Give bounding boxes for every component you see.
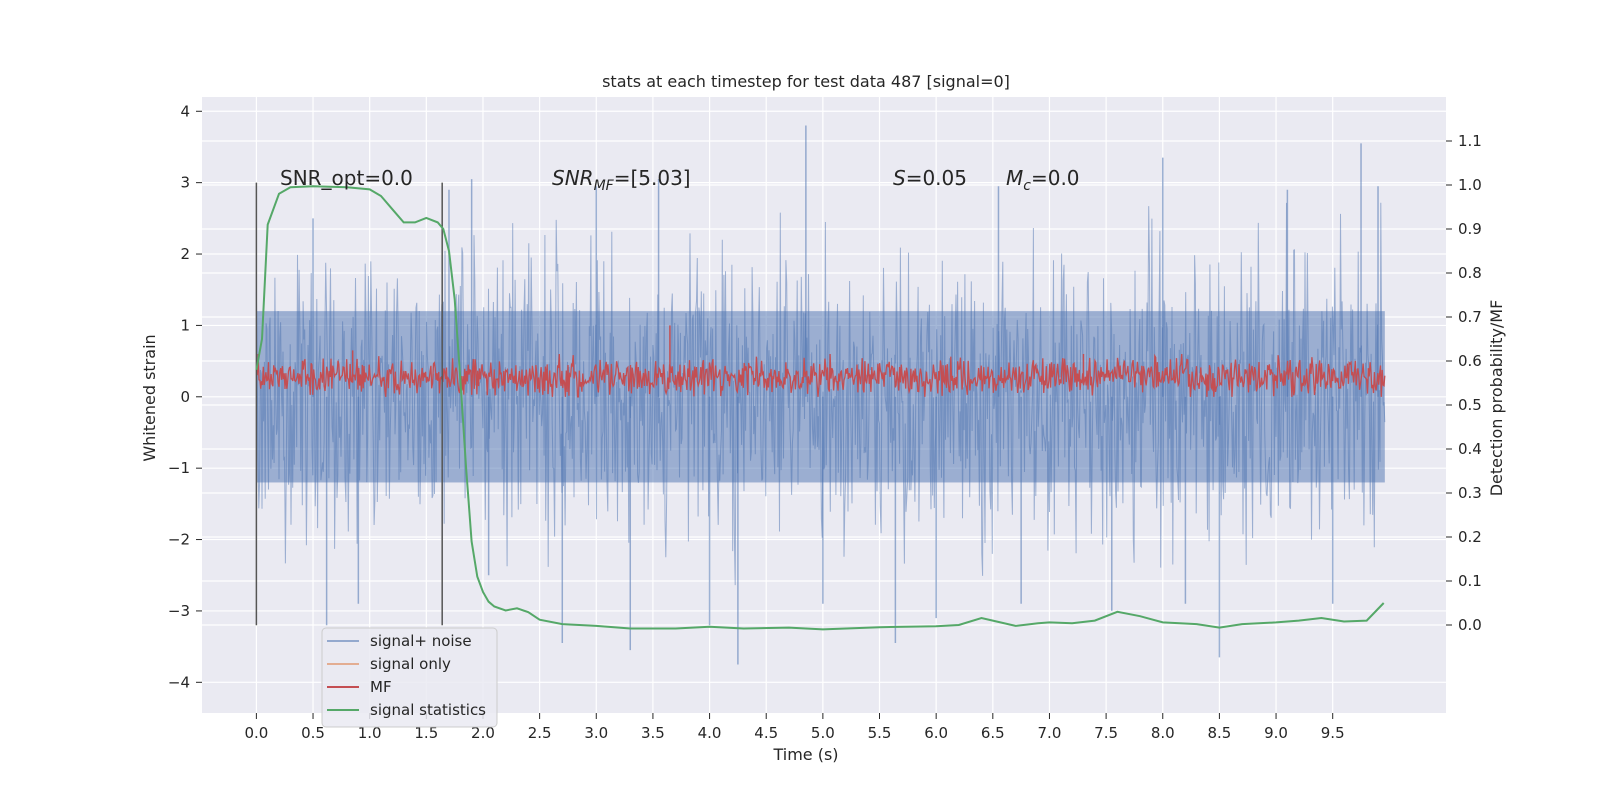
y-right-tick-label: 0.9 (1458, 220, 1482, 238)
y-tick-label: −1 (168, 459, 190, 477)
series-signal-statistics (255, 185, 1385, 631)
x-tick-label: 6.0 (924, 724, 948, 742)
y-tick-label: 1 (180, 316, 190, 334)
y-right-tick-label: 0.5 (1458, 396, 1482, 414)
y-tick-label: 2 (180, 245, 190, 263)
series-signal-noise (255, 125, 1386, 665)
x-tick-label: 9.0 (1264, 724, 1288, 742)
mf-trace (255, 353, 1386, 398)
x-tick-label: 8.0 (1151, 724, 1175, 742)
x-tick-label: 3.0 (584, 724, 608, 742)
legend-label-signal-only: signal only (370, 655, 451, 673)
noise-trace (255, 202, 1386, 586)
x-tick-label: 0.0 (244, 724, 268, 742)
y-tick-label: −3 (168, 602, 190, 620)
y-tick-label: 3 (180, 174, 190, 192)
x-tick-label: 3.5 (641, 724, 665, 742)
x-tick-label: 8.5 (1207, 724, 1231, 742)
x-axis-label: Time (s) (772, 745, 838, 764)
x-tick-label: 9.5 (1321, 724, 1345, 742)
series-mf (255, 325, 1386, 398)
x-axis-ticks: 0.0 0.5 1.0 1.5 2.0 2.5 3.0 3.5 4.0 4.5 5.0 5.5 6.0 6… (244, 713, 1345, 742)
y-axis-right-label: Detection probability/MF (1487, 300, 1506, 497)
x-tick-label: 2.5 (528, 724, 552, 742)
legend-label-signal-noise: signal+ noise (370, 632, 472, 650)
signal-statistics-line (255, 185, 1385, 631)
y-tick-label: 0 (180, 388, 190, 406)
y-right-tick-label: 1.1 (1458, 132, 1482, 150)
y-tick-label: 4 (180, 102, 190, 120)
legend-label-signal-statistics: signal statistics (370, 701, 486, 719)
y-axis-label: Whitened strain (140, 334, 159, 461)
y-right-tick-label: 0.0 (1458, 616, 1482, 634)
y-right-tick-label: 0.7 (1458, 308, 1482, 326)
legend-box (321, 627, 498, 728)
x-tick-label: 7.5 (1094, 724, 1118, 742)
y-right-tick-label: 1.0 (1458, 176, 1482, 194)
annotation-snr-opt: SNR_opt=0.0 (280, 166, 413, 190)
chart-title: stats at each timestep for test data 487… (602, 72, 1010, 91)
y-axis-right-ticks: 0.0 0.1 0.2 0.3 0.4 0.5 0.6 0.7 0.8 0.9 1.0 1.1 (1446, 132, 1482, 634)
x-tick-label: 5.5 (868, 724, 892, 742)
x-tick-label: 2.0 (471, 724, 495, 742)
x-tick-label: 7.0 (1038, 724, 1062, 742)
y-tick-label: −4 (168, 673, 190, 691)
y-right-tick-label: 0.2 (1458, 528, 1482, 546)
y-axis-ticks: −4 −3 −2 −1 0 1 2 3 4 (168, 102, 202, 691)
y-right-tick-label: 0.8 (1458, 264, 1482, 282)
x-tick-label: 1.0 (358, 724, 382, 742)
annotation-mc: Mc=0.0 (1006, 166, 1080, 194)
legend: signal+ noise signal only MF signal stat… (321, 627, 498, 728)
annotation-s: S=0.05 (893, 166, 967, 190)
y-tick-label: −2 (168, 531, 190, 549)
y-right-tick-label: 0.1 (1458, 572, 1482, 590)
x-tick-label: 0.5 (301, 724, 325, 742)
x-tick-label: 6.5 (981, 724, 1005, 742)
marker-lines (255, 182, 443, 626)
x-tick-label: 5.0 (811, 724, 835, 742)
y-right-tick-label: 0.4 (1458, 440, 1482, 458)
x-tick-label: 4.5 (754, 724, 778, 742)
x-tick-label: 4.0 (698, 724, 722, 742)
annotation-snr-mf: SNRMF=[5.03] (552, 166, 691, 194)
x-tick-label: 1.5 (414, 724, 438, 742)
y-right-tick-label: 0.3 (1458, 484, 1482, 502)
y-right-tick-label: 0.6 (1458, 352, 1482, 370)
legend-label-mf: MF (370, 678, 392, 696)
